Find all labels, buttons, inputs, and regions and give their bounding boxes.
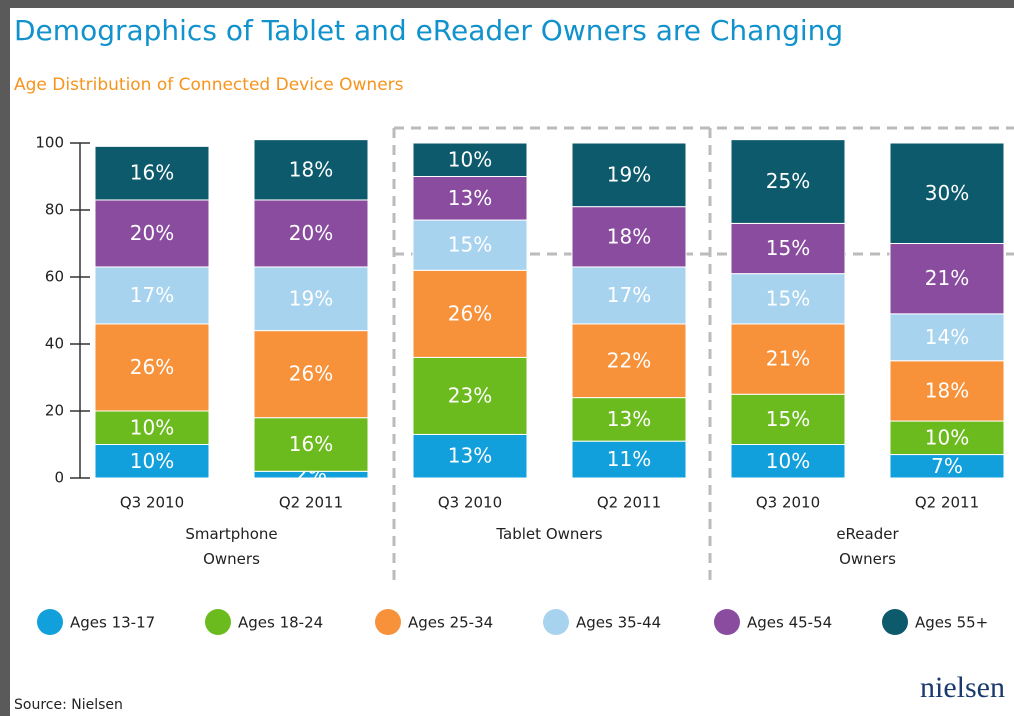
legend-swatch xyxy=(205,609,231,635)
value-label: 16% xyxy=(289,432,333,456)
bar-segment xyxy=(889,142,1005,244)
value-label: 13% xyxy=(448,444,492,468)
bar-segment xyxy=(94,410,210,445)
bar-segment xyxy=(889,313,1005,362)
legend-label: Ages 45-54 xyxy=(747,614,832,632)
value-label: 10% xyxy=(448,147,492,171)
value-label: 10% xyxy=(130,415,174,439)
bar-segment xyxy=(412,142,528,177)
x-tick-label: Q3 2010 xyxy=(438,494,502,512)
value-label: 20% xyxy=(289,221,333,245)
value-label: 15% xyxy=(766,407,810,431)
value-label: 10% xyxy=(130,449,174,473)
y-tick-label: 0 xyxy=(54,469,64,487)
value-label: 16% xyxy=(130,161,174,185)
legend-swatch xyxy=(543,609,569,635)
legend-swatch xyxy=(882,609,908,635)
bar-segment xyxy=(412,219,528,271)
value-label: 22% xyxy=(607,348,651,372)
bar-segment xyxy=(412,356,528,435)
value-label: 14% xyxy=(925,325,969,349)
value-label: 25% xyxy=(766,169,810,193)
bar-segment xyxy=(94,323,210,412)
value-label: 15% xyxy=(448,233,492,257)
value-label: 26% xyxy=(289,362,333,386)
group-label: Smartphone Owners xyxy=(185,525,278,568)
y-tick-label: 40 xyxy=(45,335,64,353)
x-tick-label: Q2 2011 xyxy=(915,494,979,512)
chart-subtitle: Age Distribution of Connected Device Own… xyxy=(14,75,404,95)
value-label: 7% xyxy=(931,454,963,478)
bar-segment xyxy=(412,176,528,221)
bar-segment xyxy=(412,433,528,479)
legend-label: Ages 35-44 xyxy=(576,614,661,632)
bar-segment xyxy=(571,397,687,442)
y-tick-label: 60 xyxy=(45,268,64,286)
value-label: 23% xyxy=(448,383,492,407)
value-label: 13% xyxy=(448,186,492,210)
bar-segment xyxy=(94,199,210,268)
x-tick-label: Q3 2010 xyxy=(120,494,184,512)
bar-segment xyxy=(412,269,528,358)
y-tick-label: 80 xyxy=(45,201,64,219)
bar-segment xyxy=(889,243,1005,315)
group-label: Tablet Owners xyxy=(496,525,603,543)
bar-segment xyxy=(571,142,687,208)
bar-segment xyxy=(253,330,369,419)
legend-label: Ages 18-24 xyxy=(238,614,323,632)
chart-title: Demographics of Tablet and eReader Owner… xyxy=(14,14,843,47)
value-label: 21% xyxy=(925,266,969,290)
bar-segment xyxy=(253,199,369,268)
logo: nielsen xyxy=(920,671,1005,704)
source: Source: Nielsen xyxy=(14,697,123,713)
value-label: 21% xyxy=(766,347,810,371)
value-label: 18% xyxy=(289,157,333,181)
bar-segment xyxy=(571,266,687,325)
x-tick-label: Q3 2010 xyxy=(756,494,820,512)
y-tick-label: 20 xyxy=(45,402,64,420)
bar-segment xyxy=(94,145,210,201)
value-label: 10% xyxy=(925,425,969,449)
bar-segment xyxy=(571,206,687,268)
bar-segment xyxy=(571,440,687,479)
value-label: 15% xyxy=(766,236,810,260)
value-label: 26% xyxy=(130,355,174,379)
value-label: 30% xyxy=(925,181,969,205)
legend-swatch xyxy=(375,609,401,635)
value-label: 18% xyxy=(925,378,969,402)
y-tick-label: 100 xyxy=(35,134,64,152)
bar-segment xyxy=(889,420,1005,456)
bar-segment xyxy=(730,444,846,479)
bar-segment xyxy=(730,273,846,325)
legend-label: Ages 55+ xyxy=(915,614,988,632)
value-label: 18% xyxy=(607,224,651,248)
bar-segment xyxy=(253,139,369,201)
value-label: 26% xyxy=(448,301,492,325)
bar-segment xyxy=(571,323,687,399)
bar-segment xyxy=(94,266,210,325)
x-tick-label: Q2 2011 xyxy=(279,494,343,512)
value-label: 13% xyxy=(607,407,651,431)
value-label: 17% xyxy=(130,283,174,307)
bar-segment xyxy=(94,444,210,479)
bar-segment xyxy=(253,417,369,472)
value-label: 20% xyxy=(130,221,174,245)
value-label: 15% xyxy=(766,286,810,310)
value-label: 17% xyxy=(607,283,651,307)
bar-segment xyxy=(730,139,846,224)
value-label: 19% xyxy=(607,162,651,186)
x-tick-label: Q2 2011 xyxy=(597,494,661,512)
legend-label: Ages 13-17 xyxy=(70,614,155,632)
legend-label: Ages 25-34 xyxy=(408,614,493,632)
bar-segment xyxy=(730,393,846,445)
group-label: eReader Owners xyxy=(836,525,899,568)
value-label: 11% xyxy=(607,447,651,471)
value-label: 10% xyxy=(766,449,810,473)
legend-swatch xyxy=(37,609,63,635)
legend-swatch xyxy=(714,609,740,635)
value-label: 19% xyxy=(289,286,333,310)
